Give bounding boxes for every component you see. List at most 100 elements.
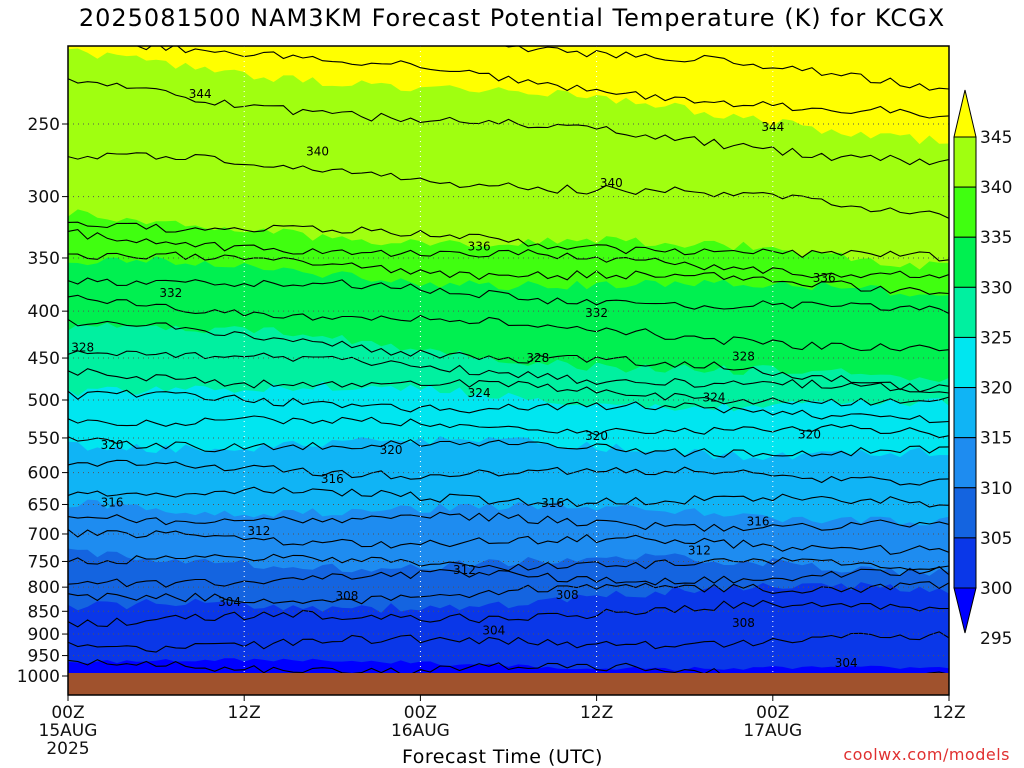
x-tick-label: 12Z [228,703,261,723]
y-tick-label: 950 [28,647,60,667]
colorbar-label: 315 [980,429,1012,449]
contour-label: 324 [703,391,726,405]
contour-label: 304 [835,656,858,670]
x-tick-label: 00Z [404,703,437,723]
contour-label: 328 [71,340,94,354]
colorbar-box [953,236,977,288]
contour-label: 312 [688,544,711,558]
contour-label: 304 [482,623,505,637]
contour-label: 316 [101,496,124,510]
chart-title: 2025081500 NAM3KM Forecast Potential Tem… [78,4,946,32]
contour-line-334 [68,277,949,314]
colorbar-label: 310 [980,479,1012,499]
colorbar: 345 340 335 330 325 320 315 310 305 300 295 [953,89,1012,649]
plot-frame [67,45,950,696]
colorbar-box [953,437,977,489]
contour-label: 324 [468,386,491,400]
contour-label: 320 [585,429,608,443]
colorbar-label: 320 [980,379,1012,399]
contour-label: 340 [600,176,623,190]
colorbar-box [953,186,977,238]
colorbar-top-arrow [953,89,977,138]
contour-label: 320 [798,427,821,441]
contour-line-340 [68,221,949,262]
contour-line-336 [68,251,949,295]
contour-line-348 [469,46,949,91]
colorbar-label: 340 [980,178,1012,198]
contour-label: 340 [306,145,329,159]
contour-label: 308 [732,616,755,630]
contour-label: 304 [218,595,241,609]
contour-line-328 [68,350,949,394]
colorbar-box [953,286,977,338]
y-tick-label: 350 [28,249,60,269]
contour-line-306 [68,581,949,605]
contour-label: 316 [321,472,344,486]
colorbar-label: 330 [980,278,1012,298]
contour-line-324 [68,389,949,424]
x-tick-label: 12Z [580,703,613,723]
colorbar-label: 335 [980,228,1012,248]
contour-line-320 [68,436,949,458]
ground-band [68,673,949,695]
colorbar-label: 295 [980,629,1012,649]
x-axis-title: Forecast Time (UTC) [402,746,603,768]
contour-line-304 [68,599,949,628]
contour-label: 320 [380,443,403,457]
y-tick-label: 550 [28,429,60,449]
contour-line-326 [68,368,949,407]
contour-label: 344 [761,120,784,134]
y-axis: 250 300 350 400 450 500 550 600 650 700 750 800 850 9… [17,115,68,687]
contour-labels: 344 344 340 340 336 336 332 332 328 328 328 324 324 3… [71,87,857,670]
x-tick-year: 2025 [46,739,89,759]
band-fill-345 [68,46,949,145]
y-tick-label: 750 [28,552,60,572]
grid-lines [67,46,950,677]
y-tick-label: 700 [28,525,60,545]
contour-line-332 [68,294,949,352]
contour-line-322 [68,415,949,439]
y-tick-label: 250 [28,115,60,135]
x-tick-label: 00Z [51,703,84,723]
x-tick-date: 15AUG [39,721,98,741]
x-tick-label: 12Z [932,703,965,723]
contour-line-310 [68,553,949,572]
colorbar-box [953,537,977,589]
contour-label: 336 [813,271,836,285]
contour-label: 312 [453,563,476,577]
colorbar-label: 305 [980,529,1012,549]
colorbar-bottom-arrow [953,587,977,634]
y-tick-label: 800 [28,578,60,598]
contour-line-338 [68,229,949,279]
contour-label: 336 [468,239,491,253]
colorbar-box [953,136,977,188]
y-tick-label: 500 [28,391,60,411]
contour-line-330 [68,318,949,393]
contour-label: 316 [747,514,770,528]
colorbar-label: 325 [980,328,1012,348]
watermark: coolwx.com/models [843,745,1010,764]
colorbar-box [953,336,977,389]
contour-line-312 [68,528,949,555]
y-tick-label: 600 [28,464,60,484]
contour-label: 308 [336,589,359,603]
contour-line-316 [68,486,949,508]
x-tick-label: 00Z [756,703,789,723]
contour-label: 328 [526,351,549,365]
y-tick-label: 650 [28,495,60,515]
contour-line-346 [135,46,949,119]
y-tick-label: 300 [28,188,60,208]
contour-label: 328 [732,349,755,363]
y-tick-label: 450 [28,349,60,369]
contour-line-342 [68,152,949,219]
colorbar-box [953,487,977,539]
y-tick-label: 850 [28,602,60,622]
contour-label: 320 [101,438,124,452]
contour-label: 332 [585,306,608,320]
contour-line-344 [68,78,949,166]
contour-label: 308 [556,588,579,602]
y-tick-label: 1000 [17,667,60,687]
contour-lines [68,46,949,682]
